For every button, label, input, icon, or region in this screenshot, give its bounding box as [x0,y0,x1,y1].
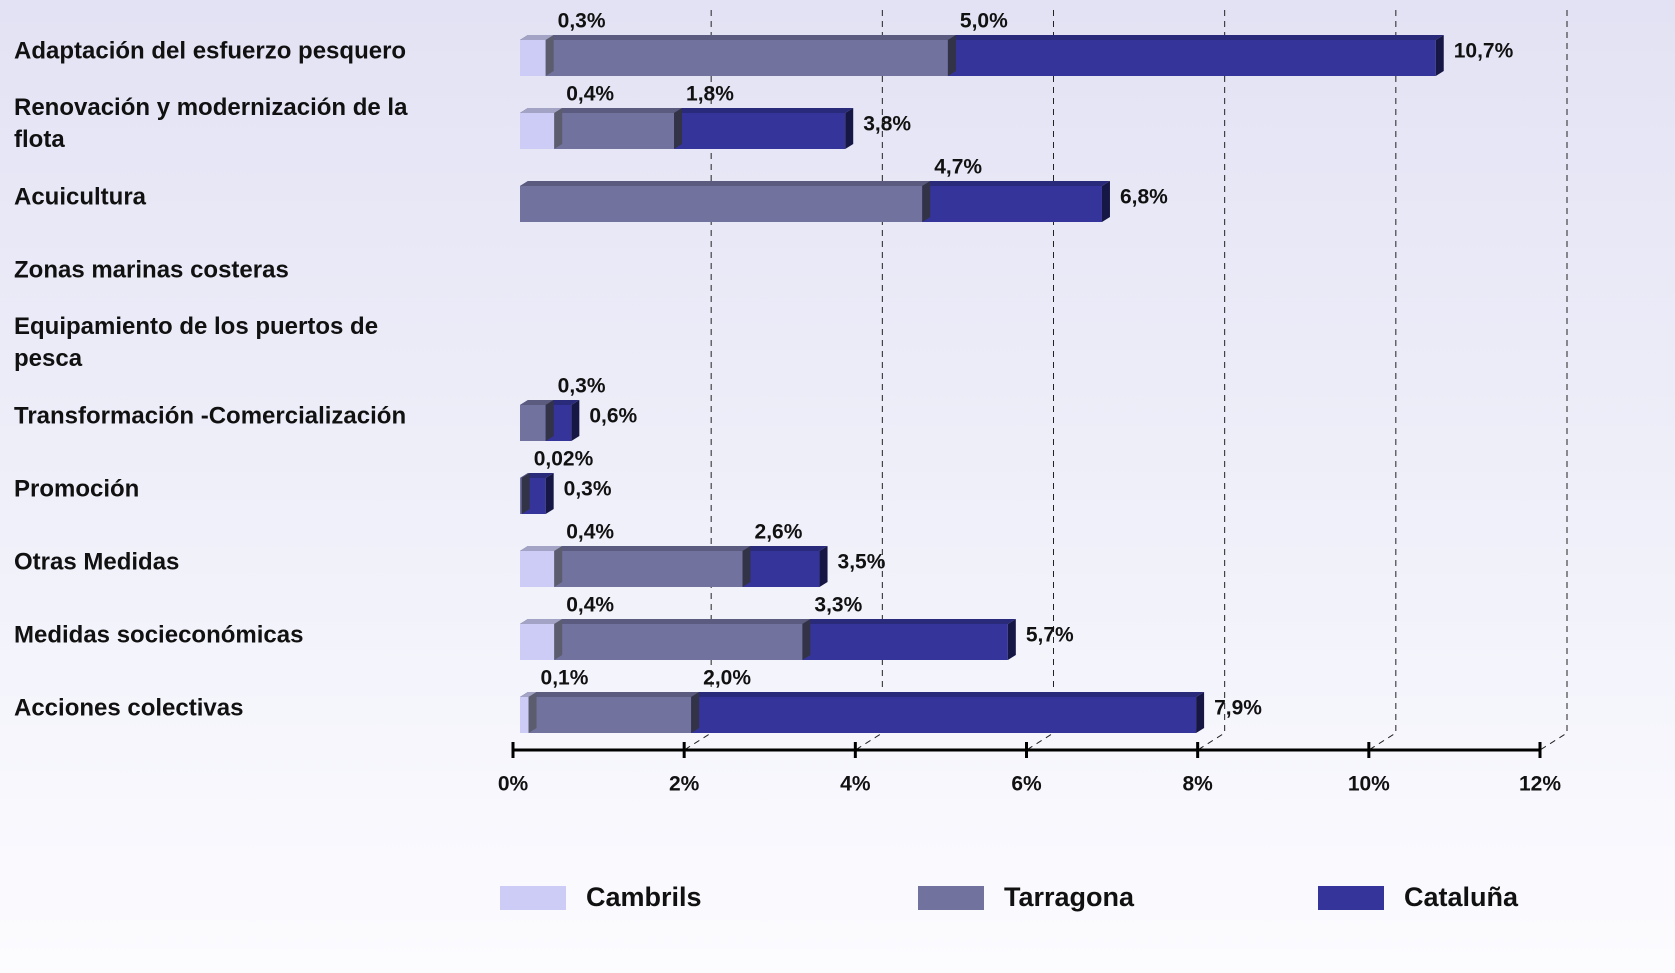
value-label: 7,9% [1214,697,1262,720]
bar-side [521,473,530,514]
bar-side [545,400,554,441]
category-label: Adaptación del esfuerzo pesquero [14,37,406,64]
value-label: 2,0% [703,667,751,690]
category-label: Otras Medidas [14,548,179,575]
category-label: Transformación -Comercialización [14,402,406,429]
bar-side [819,546,828,587]
legend-label: Cambrils [586,882,702,912]
bar-side [1101,181,1110,222]
value-label: 0,1% [541,667,589,690]
bar-side [1435,35,1444,76]
bar-side [554,619,563,660]
value-label: 0,3% [558,10,606,33]
value-label: 6,8% [1120,186,1168,209]
category-label: Acciones colectivas [14,694,243,721]
bar-side [1007,619,1016,660]
bar-top [520,35,956,40]
bar-top [520,181,931,186]
bar-top [520,546,751,551]
value-label: 10,7% [1454,40,1514,63]
bar-top [520,692,700,697]
value-label: 0,6% [589,405,637,428]
value-label: 0,02% [534,448,594,471]
category-label: Medidas socieconómicas [14,621,303,648]
x-tick-label: 0% [498,773,529,796]
legend-label: Tarragona [1004,882,1135,912]
bar-side [845,108,854,149]
value-label: 5,0% [960,10,1008,33]
value-label: 5,7% [1026,624,1074,647]
bar [520,624,555,660]
bar-side [947,35,956,76]
bar-side [571,400,580,441]
bar [520,113,555,149]
bar-top [520,619,811,624]
bar [520,624,803,660]
bar-side [554,108,563,149]
bar-top [520,473,530,478]
x-tick-label: 10% [1348,773,1390,796]
bar-side [922,181,931,222]
value-label: 3,8% [863,113,911,136]
legend-swatch [918,886,984,910]
value-label: 1,8% [686,83,734,106]
legend-swatch [1318,886,1384,910]
bar [520,697,529,733]
bar [520,551,555,587]
value-label: 0,4% [566,83,614,106]
category-label: Promoción [14,475,139,502]
bar-side [674,108,683,149]
bar-side [528,692,537,733]
bar-top [520,108,563,113]
legend-label: Cataluña [1404,882,1519,912]
value-label: 4,7% [934,156,982,179]
bar-side [802,619,811,660]
bar [520,186,923,222]
x-tick-label: 6% [1011,773,1042,796]
bar-side [1196,692,1205,733]
value-label: 0,3% [564,478,612,501]
category-label: Renovación y modernización de la flota [14,94,408,153]
value-label: 2,6% [755,521,803,544]
bar [520,40,948,76]
bar-top [520,35,554,40]
value-label: 0,4% [566,594,614,617]
value-label: 3,3% [814,594,862,617]
bar-top [520,546,563,551]
bar [520,40,546,76]
bar [520,697,692,733]
bar [520,478,522,514]
value-label: 0,4% [566,521,614,544]
x-tick-label: 4% [840,773,871,796]
bar-side [554,546,563,587]
bar [520,405,546,441]
category-label: Equipamiento de los puertos de pesca [14,313,378,372]
bar-side [545,35,554,76]
category-label: Acuicultura [14,183,147,210]
bar-top [520,619,563,624]
value-label: 3,5% [838,551,886,574]
bar-side [742,546,751,587]
bar-top [520,692,537,697]
x-tick-label: 12% [1519,773,1561,796]
bar-side [545,473,554,514]
x-tick-label: 8% [1182,773,1213,796]
category-label: Zonas marinas costeras [14,256,289,283]
value-label: 0,3% [558,375,606,398]
x-tick-label: 2% [669,773,700,796]
bar-top [520,400,554,405]
bar-side [691,692,700,733]
legend-swatch [500,886,566,910]
